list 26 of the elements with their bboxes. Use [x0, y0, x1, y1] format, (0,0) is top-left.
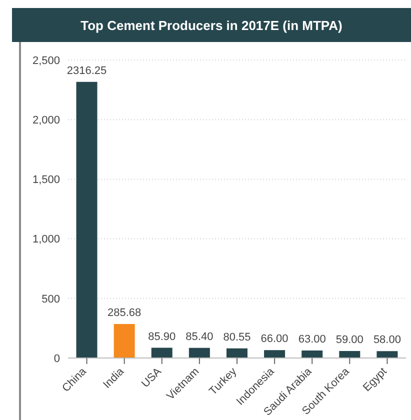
chart-title: Top Cement Producers in 2017E (in MTPA) [12, 8, 411, 42]
y-tick-label: 0 [54, 352, 60, 365]
bar [188, 348, 210, 358]
bar [76, 82, 98, 358]
bar [114, 324, 135, 358]
bar [339, 350, 360, 358]
data-label: 285.68 [107, 306, 142, 319]
data-label: 63.00 [298, 333, 326, 346]
bar [376, 351, 398, 358]
bar [302, 350, 323, 358]
data-label: 80.55 [223, 331, 251, 344]
data-label: 85.90 [148, 330, 176, 343]
data-label: 58.00 [373, 334, 401, 346]
x-tick-label: USA [140, 365, 164, 390]
bar [226, 348, 248, 358]
y-tick-label: 2,500 [32, 54, 60, 67]
bar [264, 350, 286, 358]
y-tick-label: 1,500 [32, 174, 60, 186]
data-label: 2316.25 [66, 64, 107, 77]
y-tick-label: 1,000 [32, 234, 60, 246]
y-tick-label: 2,000 [32, 114, 60, 127]
data-label: 59.00 [336, 334, 364, 346]
data-label: 85.40 [186, 330, 214, 343]
bar [151, 348, 172, 358]
data-label: 66.00 [260, 333, 288, 346]
y-tick-label: 500 [42, 293, 60, 306]
